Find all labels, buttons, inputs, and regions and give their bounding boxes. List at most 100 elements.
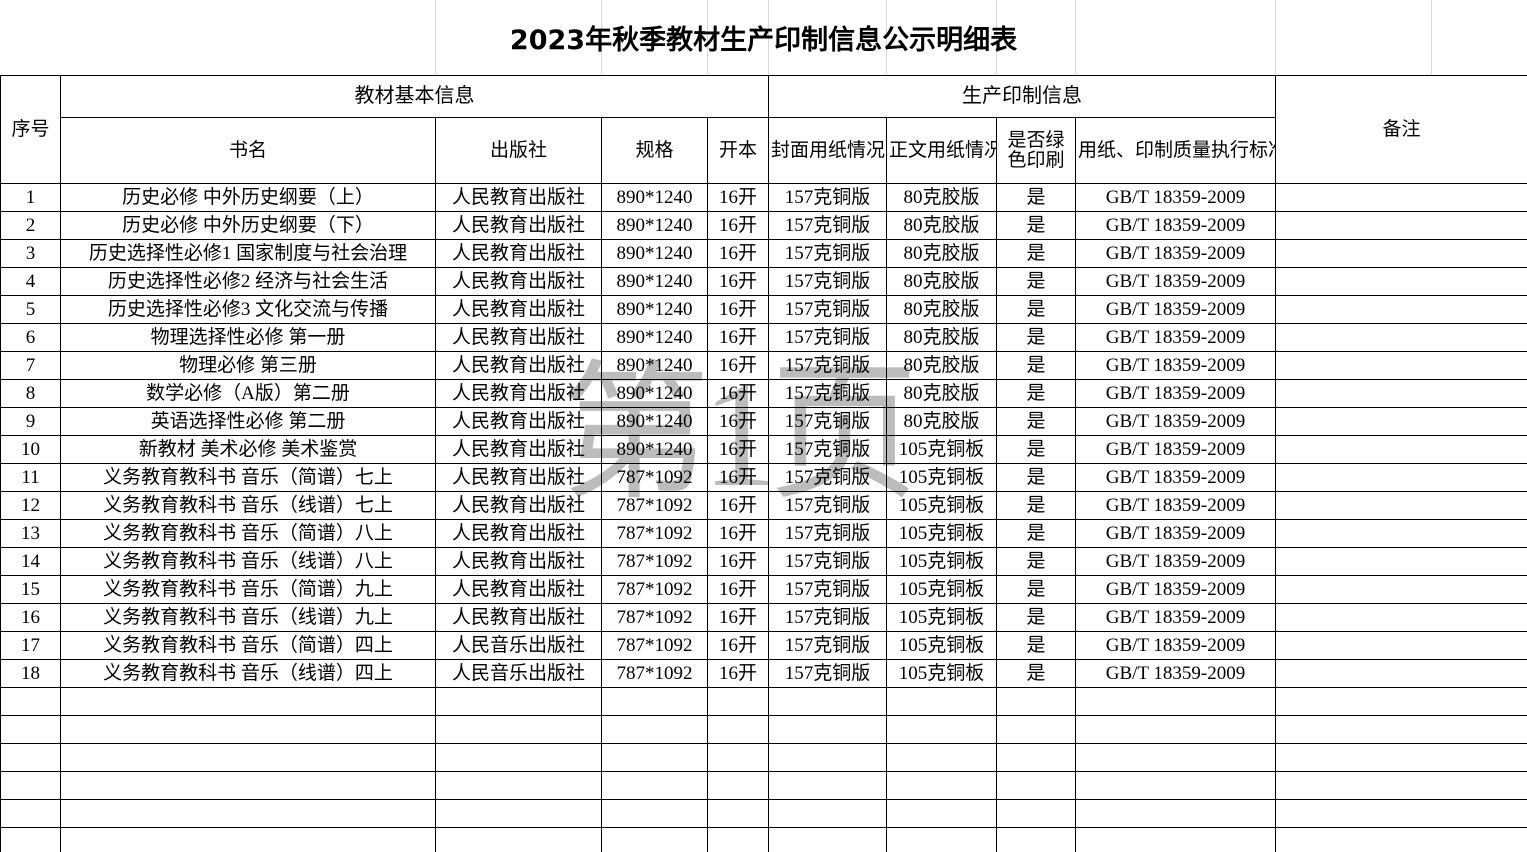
empty-table-row[interactable] xyxy=(0,771,1527,800)
cell-cover-paper[interactable]: 157克铜版 xyxy=(768,547,887,576)
cell-index[interactable]: 18 xyxy=(0,659,61,688)
empty-cell[interactable] xyxy=(886,827,997,852)
cell-spec[interactable]: 787*1092 xyxy=(601,659,708,688)
cell-green-print[interactable]: 是 xyxy=(996,267,1076,296)
cell-book-name[interactable]: 义务教育教科书 音乐（线谱）四上 xyxy=(60,659,436,688)
cell-cover-paper[interactable]: 157克铜版 xyxy=(768,379,887,408)
cell-standard[interactable]: GB/T 18359-2009 xyxy=(1075,211,1276,240)
cell-standard[interactable]: GB/T 18359-2009 xyxy=(1075,575,1276,604)
cell-spec[interactable]: 890*1240 xyxy=(601,351,708,380)
cell-standard[interactable]: GB/T 18359-2009 xyxy=(1075,295,1276,324)
empty-cell[interactable] xyxy=(768,799,887,828)
cell-note[interactable] xyxy=(1275,351,1527,380)
empty-cell[interactable] xyxy=(60,715,436,744)
empty-cell[interactable] xyxy=(601,715,708,744)
cell-text-paper[interactable]: 105克铜板 xyxy=(886,491,997,520)
empty-cell[interactable] xyxy=(768,771,887,800)
empty-cell[interactable] xyxy=(1275,687,1527,716)
empty-cell[interactable] xyxy=(768,687,887,716)
cell-spec[interactable]: 787*1092 xyxy=(601,547,708,576)
cell-book-name[interactable]: 英语选择性必修 第二册 xyxy=(60,407,436,436)
cell-green-print[interactable]: 是 xyxy=(996,547,1076,576)
empty-cell[interactable] xyxy=(1275,771,1527,800)
cell-text-paper[interactable]: 105克铜板 xyxy=(886,547,997,576)
cell-text-paper[interactable]: 105克铜板 xyxy=(886,659,997,688)
cell-publisher[interactable]: 人民教育出版社 xyxy=(435,603,602,632)
cell-note[interactable] xyxy=(1275,323,1527,352)
cell-book-name[interactable]: 义务教育教科书 音乐（线谱）九上 xyxy=(60,603,436,632)
cell-publisher[interactable]: 人民教育出版社 xyxy=(435,351,602,380)
cell-size[interactable]: 16开 xyxy=(707,463,769,492)
cell-publisher[interactable]: 人民教育出版社 xyxy=(435,183,602,212)
cell-green-print[interactable]: 是 xyxy=(996,183,1076,212)
cell-cover-paper[interactable]: 157克铜版 xyxy=(768,295,887,324)
cell-cover-paper[interactable]: 157克铜版 xyxy=(768,183,887,212)
cell-cover-paper[interactable]: 157克铜版 xyxy=(768,239,887,268)
empty-cell[interactable] xyxy=(60,771,436,800)
empty-cell[interactable] xyxy=(601,687,708,716)
empty-table-row[interactable] xyxy=(0,687,1527,716)
empty-cell[interactable] xyxy=(707,743,769,772)
cell-index[interactable]: 17 xyxy=(0,631,61,660)
table-row[interactable]: 6 物理选择性必修 第一册 人民教育出版社 890*1240 16开 157克铜版 80克胶… xyxy=(0,323,1527,352)
cell-size[interactable]: 16开 xyxy=(707,519,769,548)
cell-publisher[interactable]: 人民教育出版社 xyxy=(435,211,602,240)
empty-cell[interactable] xyxy=(0,771,61,800)
cell-spec[interactable]: 890*1240 xyxy=(601,267,708,296)
table-row[interactable]: 2 历史必修 中外历史纲要（下） 人民教育出版社 890*1240 16开 157克铜版 8… xyxy=(0,211,1527,240)
cell-text-paper[interactable]: 80克胶版 xyxy=(886,351,997,380)
cell-spec[interactable]: 890*1240 xyxy=(601,183,708,212)
empty-cell[interactable] xyxy=(1075,687,1276,716)
cell-green-print[interactable]: 是 xyxy=(996,631,1076,660)
cell-book-name[interactable]: 义务教育教科书 音乐（线谱）八上 xyxy=(60,547,436,576)
cell-publisher[interactable]: 人民教育出版社 xyxy=(435,295,602,324)
cell-publisher[interactable]: 人民音乐出版社 xyxy=(435,631,602,660)
cell-standard[interactable]: GB/T 18359-2009 xyxy=(1075,463,1276,492)
cell-book-name[interactable]: 新教材 美术必修 美术鉴赏 xyxy=(60,435,436,464)
cell-spec[interactable]: 890*1240 xyxy=(601,435,708,464)
empty-cell[interactable] xyxy=(1075,715,1276,744)
cell-text-paper[interactable]: 105克铜板 xyxy=(886,435,997,464)
empty-cell[interactable] xyxy=(768,715,887,744)
cell-book-name[interactable]: 历史选择性必修3 文化交流与传播 xyxy=(60,295,436,324)
cell-index[interactable]: 10 xyxy=(0,435,61,464)
table-row[interactable]: 16 义务教育教科书 音乐（线谱）九上 人民教育出版社 787*1092 16开 157克… xyxy=(0,603,1527,632)
table-row[interactable]: 18 义务教育教科书 音乐（线谱）四上 人民音乐出版社 787*1092 16开 157克… xyxy=(0,659,1527,688)
table-row[interactable]: 14 义务教育教科书 音乐（线谱）八上 人民教育出版社 787*1092 16开 157克… xyxy=(0,547,1527,576)
empty-cell[interactable] xyxy=(60,687,436,716)
cell-book-name[interactable]: 历史必修 中外历史纲要（下） xyxy=(60,211,436,240)
cell-size[interactable]: 16开 xyxy=(707,547,769,576)
cell-note[interactable] xyxy=(1275,519,1527,548)
cell-text-paper[interactable]: 80克胶版 xyxy=(886,239,997,268)
cell-note[interactable] xyxy=(1275,295,1527,324)
empty-cell[interactable] xyxy=(1275,715,1527,744)
cell-text-paper[interactable]: 105克铜板 xyxy=(886,603,997,632)
empty-cell[interactable] xyxy=(435,799,602,828)
cell-note[interactable] xyxy=(1275,463,1527,492)
empty-cell[interactable] xyxy=(435,743,602,772)
cell-publisher[interactable]: 人民教育出版社 xyxy=(435,463,602,492)
cell-text-paper[interactable]: 80克胶版 xyxy=(886,379,997,408)
cell-standard[interactable]: GB/T 18359-2009 xyxy=(1075,351,1276,380)
empty-cell[interactable] xyxy=(601,771,708,800)
cell-cover-paper[interactable]: 157克铜版 xyxy=(768,211,887,240)
cell-size[interactable]: 16开 xyxy=(707,323,769,352)
empty-cell[interactable] xyxy=(707,687,769,716)
cell-index[interactable]: 1 xyxy=(0,183,61,212)
cell-spec[interactable]: 890*1240 xyxy=(601,239,708,268)
cell-book-name[interactable]: 义务教育教科书 音乐（简谱）八上 xyxy=(60,519,436,548)
cell-size[interactable]: 16开 xyxy=(707,575,769,604)
empty-cell[interactable] xyxy=(768,743,887,772)
cell-book-name[interactable]: 历史必修 中外历史纲要（上） xyxy=(60,183,436,212)
empty-cell[interactable] xyxy=(707,771,769,800)
empty-cell[interactable] xyxy=(886,715,997,744)
empty-cell[interactable] xyxy=(0,799,61,828)
cell-text-paper[interactable]: 80克胶版 xyxy=(886,323,997,352)
empty-cell[interactable] xyxy=(1275,743,1527,772)
cell-index[interactable]: 9 xyxy=(0,407,61,436)
cell-size[interactable]: 16开 xyxy=(707,631,769,660)
cell-size[interactable]: 16开 xyxy=(707,435,769,464)
cell-cover-paper[interactable]: 157克铜版 xyxy=(768,575,887,604)
cell-green-print[interactable]: 是 xyxy=(996,575,1076,604)
cell-green-print[interactable]: 是 xyxy=(996,379,1076,408)
